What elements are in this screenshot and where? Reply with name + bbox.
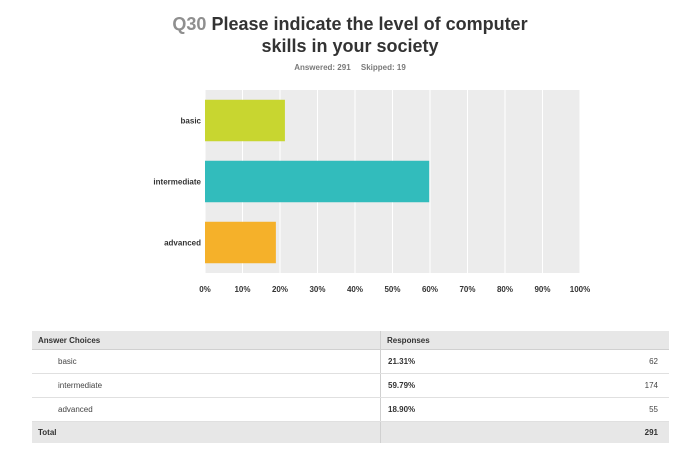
title-line-1: Q30 Please indicate the level of compute…	[0, 13, 700, 35]
table-total-row: Total 291	[32, 421, 669, 443]
response-stats: Answered: 291 Skipped: 19	[0, 63, 700, 72]
category-label: advanced	[164, 239, 201, 248]
question-title-line1: Please indicate the level of computer	[211, 14, 528, 34]
table-row: intermediate 59.79% 174	[32, 373, 669, 398]
x-tick-label: 10%	[234, 285, 250, 294]
header-answer-choices: Answer Choices	[32, 331, 381, 350]
question-title-line2: skills in your society	[261, 36, 439, 56]
row-percent: 18.90%	[379, 397, 550, 422]
row-count: 62	[549, 349, 669, 374]
category-label: intermediate	[153, 178, 201, 187]
header-responses: Responses	[380, 331, 669, 350]
x-tick-label: 100%	[570, 285, 590, 294]
x-tick-label: 90%	[534, 285, 550, 294]
total-spacer	[379, 421, 550, 443]
x-tick-label: 80%	[497, 285, 513, 294]
bar-advanced	[205, 221, 276, 264]
table-header-row: Answer Choices Responses	[32, 331, 669, 350]
row-percent: 21.31%	[379, 349, 550, 374]
row-percent: 59.79%	[379, 373, 550, 398]
row-choice: intermediate	[32, 373, 381, 398]
question-number: Q30	[172, 14, 207, 34]
bar-intermediate	[205, 160, 430, 203]
category-label: basic	[181, 117, 202, 126]
total-label: Total	[32, 421, 381, 443]
table-row: advanced 18.90% 55	[32, 397, 669, 422]
bar-chart: 0% 10% 20% 30% 40% 50% 60% 70% 80% 90% 100% basic in…	[153, 90, 590, 294]
row-count: 174	[549, 373, 669, 398]
x-tick-label: 20%	[272, 285, 288, 294]
answered-count: Answered: 291	[294, 63, 351, 72]
bar-basic	[205, 99, 285, 142]
row-count: 55	[549, 397, 669, 422]
x-tick-label: 50%	[384, 285, 400, 294]
x-tick-label: 40%	[347, 285, 363, 294]
x-tick-label: 0%	[199, 285, 211, 294]
title-line-2: skills in your society	[0, 35, 700, 57]
responses-table: Answer Choices Responses basic 21.31% 62…	[32, 331, 669, 443]
x-tick-label: 30%	[309, 285, 325, 294]
skipped-count: Skipped: 19	[360, 63, 406, 72]
x-tick-label: 60%	[422, 285, 438, 294]
total-value: 291	[549, 421, 669, 443]
row-choice: basic	[32, 349, 381, 374]
table-row: basic 21.31% 62	[32, 349, 669, 374]
row-choice: advanced	[32, 397, 381, 422]
x-tick-label: 70%	[459, 285, 475, 294]
